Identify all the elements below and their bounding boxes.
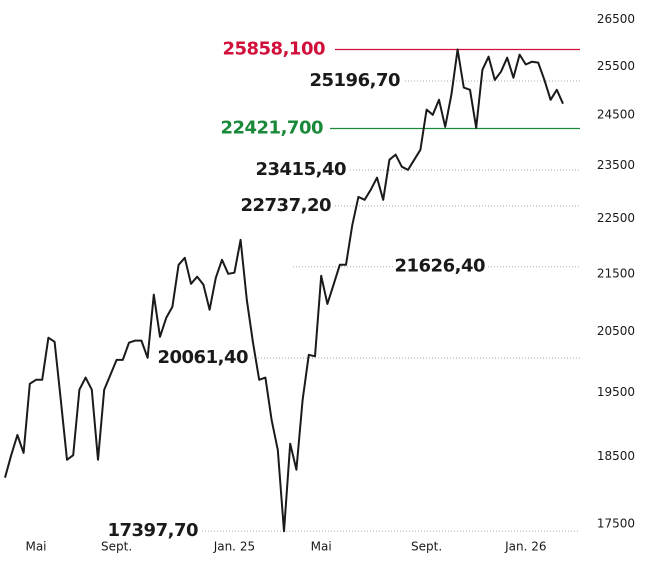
y-tick-label: 26500 — [597, 12, 635, 26]
level-label: 22421,700 — [220, 118, 323, 139]
annotation-label: 20061,40 — [157, 347, 248, 368]
y-tick-label: 20500 — [597, 324, 635, 338]
y-tick-label: 23500 — [597, 158, 635, 172]
y-tick-label: 17500 — [597, 517, 635, 531]
x-tick-label: Mai — [25, 540, 46, 554]
y-tick-label: 25500 — [597, 59, 635, 73]
annotation-label: 25196,70 — [309, 70, 400, 91]
y-tick-label: 19500 — [597, 385, 635, 399]
y-tick-label: 21500 — [597, 266, 635, 280]
x-tick-label: Sept. — [411, 540, 442, 554]
x-tick-label: Sept. — [101, 540, 132, 554]
annotation-label: 23415,40 — [255, 159, 346, 180]
x-tick-label: Jan. 26 — [504, 540, 546, 554]
annotation-label: 21626,40 — [394, 256, 485, 277]
level-label: 25858,100 — [222, 38, 325, 59]
x-tick-label: Mai — [311, 540, 332, 554]
y-tick-label: 18500 — [597, 449, 635, 463]
annotation-label: 22737,20 — [240, 195, 331, 216]
y-tick-label: 24500 — [597, 108, 635, 122]
y-tick-label: 22500 — [597, 211, 635, 225]
series-line — [4, 48, 564, 533]
x-tick-label: Jan. 25 — [213, 540, 255, 554]
annotation-label: 17397,70 — [107, 520, 198, 541]
